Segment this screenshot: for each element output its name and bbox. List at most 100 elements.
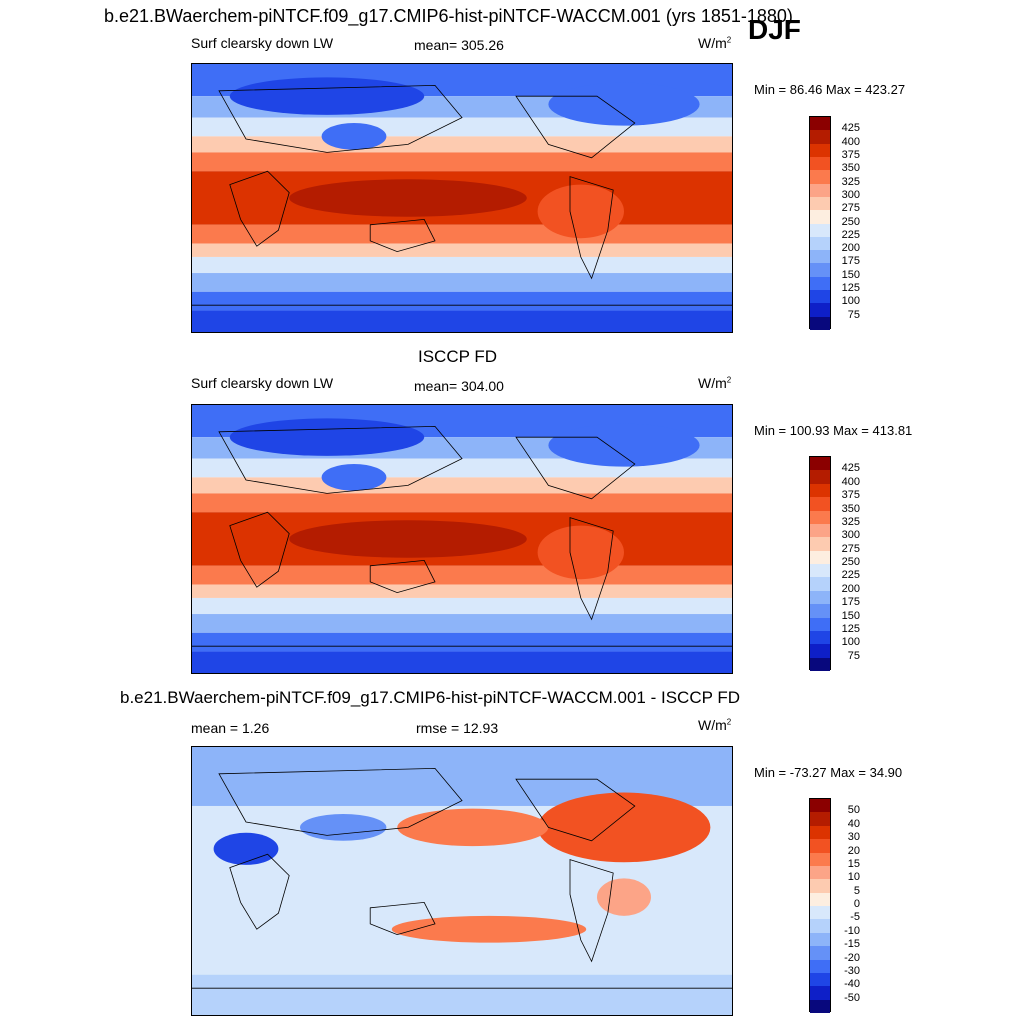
- colorbar-swatch: [810, 959, 830, 973]
- colorbar-tick-label: 300: [841, 188, 860, 201]
- panel3-colorbar: [809, 798, 831, 1013]
- colorbar-tick-label: 425: [841, 122, 860, 135]
- colorbar-tick-label: 100: [841, 295, 860, 308]
- colorbar-tick-label: 150: [841, 609, 860, 622]
- colorbar-swatch: [810, 644, 830, 658]
- colorbar-tick-label: 275: [841, 202, 860, 215]
- colorbar-swatch: [810, 303, 830, 317]
- colorbar-swatch: [810, 932, 830, 947]
- panel2-map: [191, 404, 733, 674]
- warm-pool: [289, 520, 527, 558]
- colorbar-swatch: [810, 657, 830, 671]
- field-band: [192, 477, 732, 494]
- coastline: [218, 767, 463, 836]
- coastline: [515, 778, 636, 842]
- panel3-minmax: Min = -73.27 Max = 34.90: [754, 765, 903, 780]
- coastline: [569, 859, 614, 963]
- colorbar-tick-label: 15: [847, 857, 860, 870]
- colorbar-swatch: [810, 196, 830, 211]
- colorbar-tick-label: 40: [847, 817, 860, 830]
- coastline: [515, 436, 636, 500]
- colorbar-swatch: [810, 470, 830, 484]
- colorbar-tick-label: 300: [841, 529, 860, 542]
- colorbar-tick-label: -20: [844, 951, 860, 964]
- colorbar-swatch: [810, 799, 830, 813]
- field-band: [192, 243, 732, 257]
- field-band: [192, 273, 732, 292]
- colorbar-tick-label: 225: [841, 569, 860, 582]
- colorbar-swatch: [810, 236, 830, 251]
- colorbar-tick-label: -40: [844, 978, 860, 991]
- colorbar-tick-label: 375: [841, 148, 860, 161]
- colorbar-swatch: [810, 865, 830, 880]
- colorbar-tick-label: 125: [841, 622, 860, 635]
- coastline: [229, 853, 290, 930]
- colorbar-swatch: [810, 564, 830, 578]
- colorbar-swatch: [810, 550, 830, 564]
- colorbar-swatch: [810, 972, 830, 987]
- colorbar-swatch: [810, 143, 830, 157]
- panel3-map: [191, 746, 733, 1016]
- season-label: DJF: [748, 14, 801, 45]
- colorbar-swatch: [810, 630, 830, 645]
- colorbar-swatch: [810, 986, 830, 1000]
- colorbar-swatch: [810, 117, 830, 131]
- field-band: [192, 614, 732, 633]
- colorbar-tick-label: 400: [841, 475, 860, 488]
- tibet-cold-spot: [321, 122, 387, 150]
- colorbar-tick-label: 325: [841, 175, 860, 188]
- tibet-cold-spot: [321, 463, 387, 491]
- atlantic-warm: [537, 792, 711, 863]
- coastline: [369, 901, 436, 936]
- colorbar-swatch: [810, 617, 830, 631]
- panel3-mean: mean = 1.26: [191, 720, 270, 736]
- colorbar-tick-label: 75: [847, 649, 860, 662]
- colorbar-tick-label: -15: [844, 938, 860, 951]
- colorbar-tick-label: 350: [841, 502, 860, 515]
- panel1-colorbar: [809, 116, 831, 330]
- coastline: [369, 559, 436, 594]
- colorbar-tick-label: 175: [841, 596, 860, 609]
- field-band: [192, 493, 732, 513]
- colorbar-tick-label: -10: [844, 924, 860, 937]
- colorbar-tick-label: 50: [847, 804, 860, 817]
- siberia-cold: [229, 418, 425, 456]
- colorbar-tick-label: 125: [841, 282, 860, 295]
- asia-cold: [300, 814, 387, 841]
- colorbar-tick-label: 425: [841, 462, 860, 475]
- warm-pool: [289, 179, 527, 217]
- coastline: [569, 517, 614, 621]
- colorbar-swatch: [810, 839, 830, 853]
- south-pacific-warm: [391, 915, 587, 943]
- panel2-units: W/m2: [698, 375, 732, 391]
- colorbar-tick-label: -5: [850, 911, 860, 924]
- panel2-mean: mean= 304.00: [414, 378, 504, 394]
- colorbar-swatch: [810, 852, 830, 866]
- colorbar-swatch: [810, 130, 830, 144]
- panel1-mean: mean= 305.26: [414, 37, 504, 53]
- colorbar-swatch: [810, 523, 830, 538]
- colorbar-swatch: [810, 825, 830, 840]
- field-band: [192, 256, 732, 274]
- colorbar-swatch: [810, 170, 830, 184]
- colorbar-tick-label: 20: [847, 844, 860, 857]
- colorbar-swatch: [810, 276, 830, 291]
- panel3-units: W/m2: [698, 717, 732, 733]
- panel2-minmax: Min = 100.93 Max = 413.81: [754, 423, 913, 438]
- sahara-cold: [213, 832, 279, 865]
- colorbar-swatch: [810, 577, 830, 591]
- colorbar-tick-label: 100: [841, 636, 860, 649]
- field-band: [192, 632, 732, 652]
- panel3-title: b.e21.BWaerchem-piNTCF.f09_g17.CMIP6-his…: [120, 688, 741, 707]
- north-america-cold: [548, 423, 700, 467]
- colorbar-tick-label: 175: [841, 255, 860, 268]
- coastline: [218, 84, 463, 153]
- colorbar-swatch: [810, 590, 830, 605]
- colorbar-swatch: [810, 183, 830, 197]
- coastline: [569, 176, 614, 280]
- colorbar-swatch: [810, 223, 830, 237]
- amazon-region: [537, 525, 624, 580]
- field-band: [192, 310, 732, 332]
- colorbar-tick-label: 30: [847, 831, 860, 844]
- coastline: [229, 511, 290, 588]
